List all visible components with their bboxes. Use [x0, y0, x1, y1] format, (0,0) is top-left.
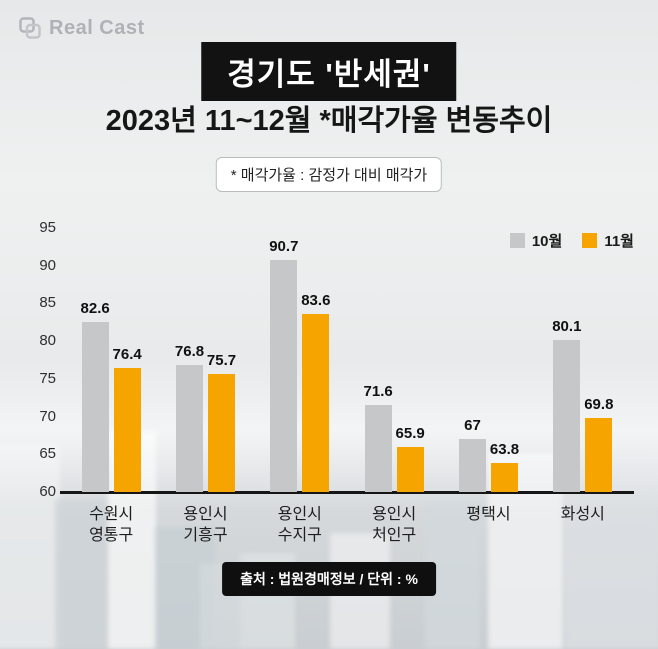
bar-value-label: 82.6 — [80, 299, 110, 317]
bar-10월-평택시 — [459, 439, 486, 492]
chart-legend: 10월 11월 — [509, 230, 634, 251]
definition-note: * 매각가율 : 감정가 대비 매각가 — [215, 157, 443, 192]
bar-value-label: 71.6 — [363, 382, 393, 400]
y-axis-tick-label: 70 — [39, 407, 56, 425]
legend-item-10월: 10월 — [509, 230, 563, 251]
page-title: 경기도 '반세권' — [201, 42, 457, 101]
legend-label: 10월 — [531, 233, 563, 250]
bar-10월-용인시 기흥구 — [176, 365, 203, 492]
bar-11월-수원시 영통구 — [113, 368, 141, 492]
bar-10월-수원시 영통구 — [81, 321, 109, 492]
page-subtitle: 2023년 11~12월 *매각가율 변동추이 — [0, 97, 658, 139]
y-axis-tick-label: 95 — [39, 219, 56, 236]
bar-value-label: 76.4 — [112, 346, 142, 364]
bar-10월-화성시 — [553, 340, 581, 492]
realcast-logo-text: Real Cast — [49, 16, 145, 39]
bar-value-label: 67 — [464, 417, 481, 435]
category-label: 용인시 기흥구 — [183, 506, 228, 544]
subtitle-metric: *매각가율 변동추이 — [319, 105, 553, 137]
y-axis-tick-label: 85 — [39, 294, 56, 312]
building-shape — [55, 499, 110, 649]
bar-11월-용인시 수지구 — [302, 313, 330, 492]
realcast-logo: Real Cast — [18, 16, 145, 40]
legend-swatch — [509, 233, 525, 248]
y-axis-tick-label: 75 — [39, 369, 56, 387]
bar-11월-용인시 기흥구 — [208, 373, 235, 492]
category-label: 수원시 영통구 — [89, 506, 134, 544]
bar-chart: 60 65 70 75 80 85 90 95 82.6 76.8 90.7 71.6 67 80.1 76… — [30, 214, 640, 564]
bar-value-label: 69.8 — [584, 396, 614, 414]
subtitle-period: 2023년 11~12월 — [105, 105, 320, 137]
legend-swatch — [582, 233, 598, 248]
bar-10월-용인시 처인구 — [364, 404, 392, 492]
bar-value-label: 76.8 — [174, 343, 205, 361]
realcast-logo-icon — [19, 17, 41, 39]
bar-value-label: 65.9 — [395, 425, 425, 443]
source-badge: 출처 : 법원경매정보 / 단위 : % — [222, 562, 436, 596]
y-axis-tick-label: 80 — [39, 332, 56, 350]
bar-value-label: 63.8 — [489, 441, 520, 459]
legend-item-11월: 11월 — [582, 230, 634, 251]
category-label: 평택시 — [466, 506, 511, 523]
bar-11월-화성시 — [585, 418, 613, 492]
category-label: 용인시 처인구 — [372, 506, 417, 544]
y-axis-tick-label: 65 — [39, 445, 56, 463]
bar-11월-평택시 — [491, 463, 518, 492]
bar-value-label: 80.1 — [552, 318, 582, 336]
bar-value-label: 90.7 — [269, 238, 299, 256]
x-axis-baseline — [60, 491, 634, 494]
y-axis-tick-label: 90 — [39, 256, 56, 274]
legend-label: 11월 — [604, 233, 634, 250]
bar-10월-용인시 수지구 — [270, 260, 298, 492]
category-label: 용인시 수지구 — [277, 506, 322, 544]
category-label: 화성시 — [560, 506, 605, 523]
y-axis-tick-label: 60 — [39, 483, 56, 500]
bar-value-label: 75.7 — [206, 351, 237, 369]
bar-11월-용인시 처인구 — [396, 447, 424, 492]
bar-value-label: 83.6 — [301, 291, 331, 309]
